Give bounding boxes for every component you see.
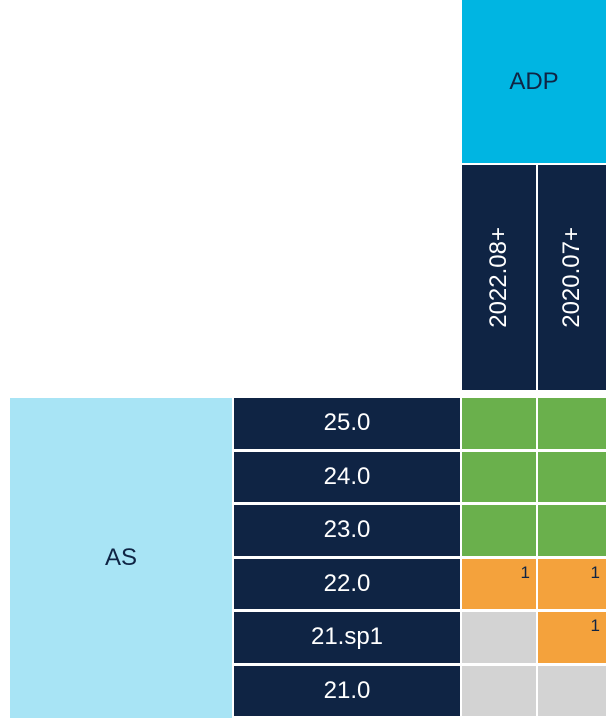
- row-label: 21.0: [234, 665, 460, 716]
- status-cell: [538, 505, 606, 556]
- status-cell: [462, 612, 536, 663]
- footnote: 1: [590, 616, 600, 635]
- status-cell: 1: [462, 558, 536, 609]
- footnote: 1: [520, 562, 530, 582]
- version-header: 2022.08+: [462, 165, 536, 390]
- group-header: ADP: [462, 0, 606, 163]
- row-label: 22.0: [234, 558, 460, 609]
- version-label: 2022.08+: [485, 227, 512, 328]
- version-header: 2020.07+: [538, 165, 606, 390]
- status-cell: 1: [538, 558, 606, 609]
- footnote: 1: [590, 562, 600, 582]
- row-label: 21.sp1: [234, 612, 460, 663]
- row-label: 23.0: [234, 505, 460, 556]
- status-cell: [462, 398, 536, 449]
- status-cell: 1: [538, 612, 606, 663]
- version-label: 2020.07+: [558, 227, 585, 328]
- status-cell: [462, 505, 536, 556]
- status-cell: [538, 665, 606, 716]
- row-group: AS: [10, 398, 232, 718]
- status-cell: [462, 665, 536, 716]
- status-cell: [538, 451, 606, 502]
- row-label: 25.0: [234, 398, 460, 449]
- row-label: 24.0: [234, 451, 460, 502]
- status-cell: [462, 451, 536, 502]
- status-cell: [538, 398, 606, 449]
